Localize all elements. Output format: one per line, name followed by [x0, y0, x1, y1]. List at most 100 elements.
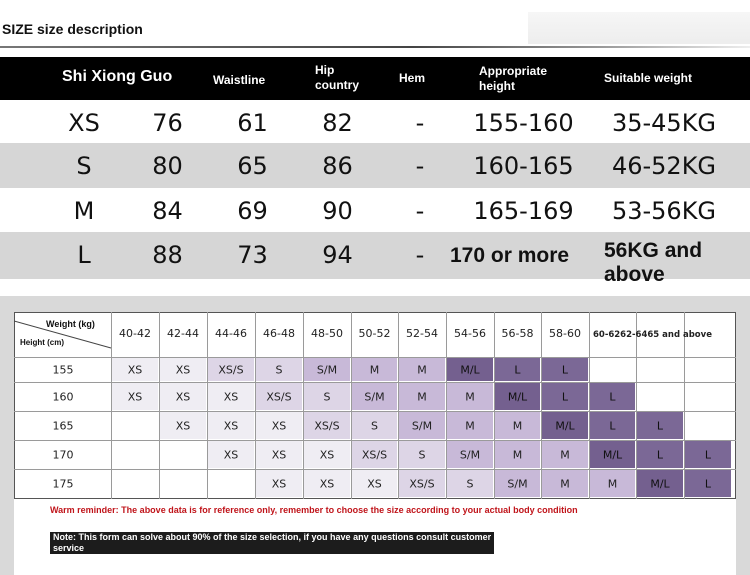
size-cell-label: M — [560, 478, 570, 491]
height-row-label: 165 — [53, 420, 74, 433]
size-cell-label: XS — [224, 420, 239, 433]
height-row-label: 155 — [53, 364, 74, 377]
size-cell-shade — [447, 383, 493, 410]
measure-cell-shoulder: 84 — [152, 197, 183, 225]
size-cell-label: M — [417, 364, 427, 377]
size-cell-label: XS — [176, 364, 191, 377]
size-cell-label: S — [419, 449, 426, 462]
measure-row: S 80 65 86 - 160-165 46-52KG — [0, 143, 750, 188]
header-weight: Suitable weight — [604, 71, 693, 85]
size-cell-shade — [637, 470, 683, 497]
measure-cell-size: M — [73, 197, 95, 225]
size-cell-shade — [208, 441, 254, 468]
measure-table-body: XS 76 61 82 - 155-160 35-45KG S 80 65 86 - 160-165 46… — [0, 100, 750, 286]
header-hip: Hip country — [315, 63, 360, 92]
size-cell-label: M — [370, 364, 380, 377]
size-cell-shade — [542, 383, 588, 410]
size-cell-shade — [637, 412, 683, 439]
size-cell-label: S/M — [412, 420, 432, 433]
service-note: Note: This form can solve about 90% of t… — [50, 532, 494, 554]
size-cell-shade — [590, 441, 635, 468]
size-cell-shade — [542, 441, 588, 468]
size-cell-label: S/M — [460, 449, 480, 462]
size-cell-shade — [304, 441, 350, 468]
size-cell-shade — [256, 412, 302, 439]
weight-column-header: 58-60 — [549, 327, 581, 340]
height-row-label: 170 — [53, 449, 74, 462]
measure-cell-hip: 86 — [322, 152, 353, 180]
grid-border — [14, 312, 736, 499]
size-cell-shade — [208, 412, 254, 439]
size-cell-label: M/L — [460, 364, 480, 377]
size-cell-label: M — [560, 449, 570, 462]
weight-column-header: 44-46 — [215, 327, 247, 340]
size-cell-shade — [352, 383, 397, 410]
size-cell-label: L — [657, 449, 664, 462]
size-cell-label: M/L — [555, 420, 575, 433]
size-cell-shade — [542, 470, 588, 497]
size-cell-label: XS/S — [362, 449, 387, 462]
measure-cell-size: L — [77, 241, 91, 269]
size-cell-label: M — [513, 449, 523, 462]
measure-cell-height: 155-160 — [473, 109, 574, 137]
size-cell-label: S/M — [507, 478, 527, 491]
size-cell-shade — [399, 358, 445, 381]
measure-cell-waist: 61 — [237, 109, 268, 137]
corner-diagonal — [14, 320, 112, 349]
corner-height-label: Height (cm) — [20, 338, 64, 347]
size-cell-label: L — [514, 364, 521, 377]
size-cell-label: S — [276, 364, 283, 377]
weight-column-header: 40-42 — [119, 327, 151, 340]
size-cell-shade — [399, 412, 445, 439]
measure-cell-shoulder: 88 — [152, 241, 183, 269]
measure-cell-shoulder: 76 — [152, 109, 183, 137]
measure-cell-weight: 35-45KG — [611, 109, 717, 137]
weight-column-header: 50-52 — [359, 327, 391, 340]
header-waistline: Waistline — [213, 73, 266, 87]
size-grid: Weight (kg) Height (cm) 40-42 42-44 44-46 46-… — [14, 312, 736, 499]
measure-cell-hip: 94 — [322, 241, 353, 269]
measure-cell-hip: 90 — [322, 197, 353, 225]
size-cell-shade — [352, 441, 397, 468]
size-cell-label: M/L — [603, 449, 623, 462]
size-cell-shade — [495, 441, 540, 468]
size-cell-label: XS/S — [314, 420, 339, 433]
size-cell-label: S — [371, 420, 378, 433]
weight-column-header: 54-56 — [454, 327, 486, 340]
size-cell-shade — [304, 383, 350, 410]
size-cell-label: L — [609, 420, 616, 433]
measure-cell-height: 170 or more — [450, 244, 570, 267]
size-cell-label: XS — [272, 449, 287, 462]
height-row-label: 175 — [53, 478, 74, 491]
size-cell-shade — [542, 412, 588, 439]
size-cell-shade — [208, 383, 254, 410]
size-cell-label: L — [562, 364, 569, 377]
size-cell-label: M — [465, 391, 475, 404]
size-cell-shade — [304, 358, 350, 381]
size-cell-label: XS — [320, 478, 335, 491]
size-cell-label: M — [608, 478, 618, 491]
size-cell-label: XS — [320, 449, 335, 462]
size-cell-label: M — [465, 420, 475, 433]
size-cell-shade — [112, 383, 158, 410]
size-cell-label: S — [324, 391, 331, 404]
measure-row: XS 76 61 82 - 155-160 35-45KG — [0, 100, 750, 143]
size-cell-label: XS — [176, 420, 191, 433]
size-cell-shade — [685, 470, 731, 497]
page-title: SIZE size description — [2, 21, 143, 37]
size-cell-shade — [590, 412, 635, 439]
measure-cell-waist: 73 — [237, 241, 268, 269]
size-cell-label: XS/S — [218, 364, 243, 377]
measure-cell-hem: - — [415, 241, 425, 269]
size-cell-shade — [399, 441, 445, 468]
size-cell-label: M — [513, 420, 523, 433]
weight-column-header: 48-50 — [311, 327, 343, 340]
size-cell-label: XS — [128, 391, 143, 404]
header-hem: Hem — [399, 71, 426, 85]
weight-column-header: 42-44 — [167, 327, 199, 340]
size-cell-shade — [637, 441, 683, 468]
measure-cell-waist: 65 — [237, 152, 268, 180]
measure-cell-size: S — [76, 152, 92, 180]
size-cell-label: M/L — [650, 478, 670, 491]
size-cell-shade — [495, 358, 540, 381]
